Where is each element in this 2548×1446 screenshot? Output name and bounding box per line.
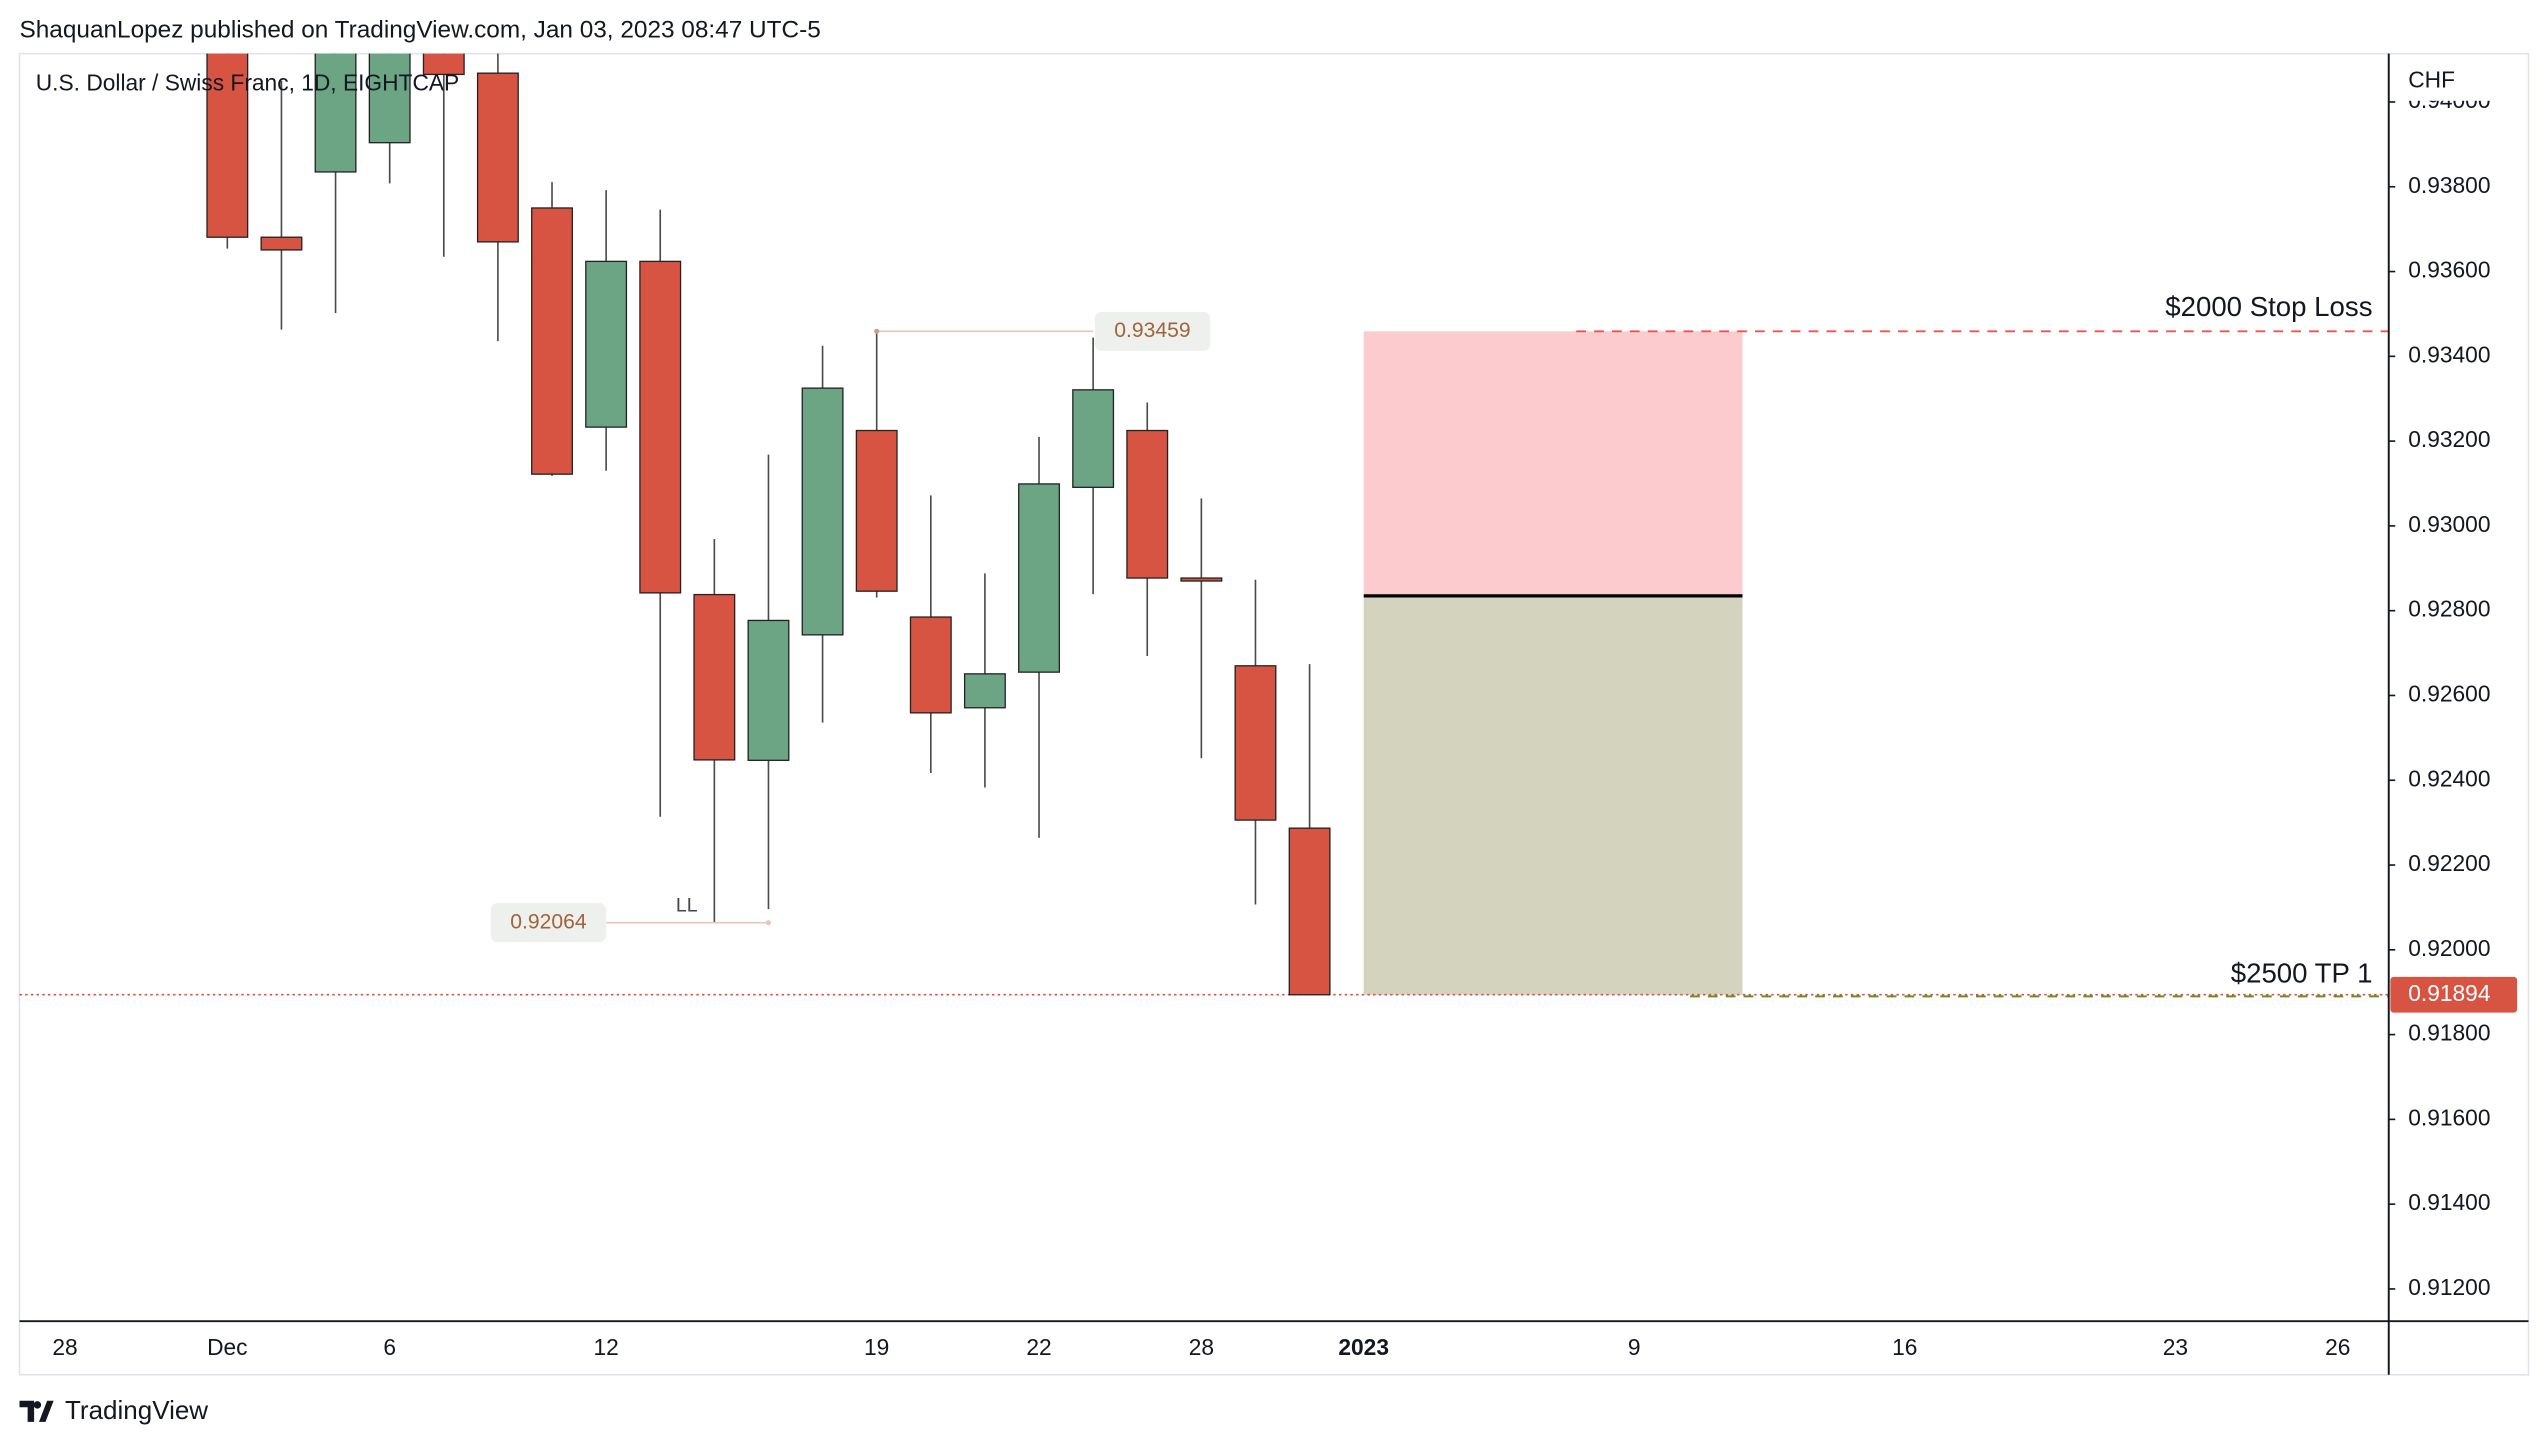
annotation-box — [1094, 311, 1211, 351]
publish-header: ShaquanLopez published on TradingView.co… — [20, 16, 821, 43]
x-tick-label: Dec — [207, 1334, 247, 1360]
last-price-badge — [2390, 976, 2518, 1013]
y-tick-label: 0.93600 — [2408, 257, 2490, 283]
candle-body — [314, 53, 357, 173]
y-tick-label: 0.92800 — [2408, 596, 2490, 622]
stop-zone — [1363, 331, 1743, 596]
y-tick-label: 0.92000 — [2408, 935, 2490, 961]
take-profit-label: $2500 TP 1 — [2231, 958, 2373, 989]
x-tick-label: 22 — [1026, 1334, 1051, 1360]
x-tick-label: 6 — [383, 1334, 396, 1360]
x-tick-label: 23 — [2163, 1334, 2188, 1360]
y-tick-label: 0.91600 — [2408, 1104, 2490, 1130]
candle-body — [747, 619, 790, 761]
symbol-legend: U.S. Dollar / Swiss Franc, 1D, EIGHTCAP — [36, 70, 460, 96]
y-tick-label: 0.92200 — [2408, 850, 2490, 876]
y-tick-label: 0.93000 — [2408, 511, 2490, 537]
tradingview-logo: TradingView — [19, 1395, 208, 1425]
annotation-price: 0.92064 — [510, 910, 587, 933]
candle-body — [1288, 827, 1331, 996]
annotation-box — [490, 903, 607, 943]
x-tick-label: 12 — [593, 1334, 618, 1360]
candle-body — [1126, 429, 1169, 579]
y-tick-label: 0.91800 — [2408, 1020, 2490, 1046]
candle-body — [639, 260, 682, 594]
candle-body — [368, 53, 411, 144]
candle-body — [260, 236, 303, 251]
y-tick-label: 0.91200 — [2408, 1274, 2490, 1300]
y-tick-label: 0.93400 — [2408, 341, 2490, 367]
candle-body — [855, 429, 898, 592]
candle-body — [693, 593, 736, 761]
x-tick-label: 28 — [52, 1334, 77, 1360]
plot-area: $2000 Stop Loss $2500 TP 1 0.93459 0.92064 L… — [19, 53, 2389, 998]
x-tick-label: 26 — [2325, 1334, 2350, 1360]
x-tick-label: 19 — [864, 1334, 889, 1360]
x-tick-label: 9 — [1628, 1334, 1641, 1360]
candle-body — [422, 53, 465, 76]
annotation-dot — [874, 328, 880, 334]
candle-body — [1018, 483, 1060, 673]
candle-body — [1234, 665, 1277, 821]
x-tick-label: 28 — [1189, 1334, 1214, 1360]
logo-dot — [33, 1401, 42, 1409]
y-tick-label: 0.93800 — [2408, 172, 2490, 198]
last-price-label: 0.91894 — [2408, 980, 2490, 1006]
candle-body — [476, 72, 519, 243]
target-zone — [1363, 595, 1743, 995]
candle-body — [531, 207, 573, 475]
candle-body — [909, 616, 952, 714]
x-tick-label: 2023 — [1338, 1334, 1389, 1360]
axis-label-bg — [2395, 61, 2509, 101]
annotation-dot — [765, 920, 772, 926]
y-tick-label: 0.92400 — [2408, 765, 2490, 791]
y-tick-label: 0.93200 — [2408, 426, 2490, 452]
chart-frame — [18, 52, 2530, 1376]
candle-body — [206, 53, 249, 238]
annotation-tag: LL — [676, 895, 698, 917]
candle-body — [585, 260, 628, 428]
candle-body — [1180, 577, 1223, 582]
logo-mark — [19, 1400, 54, 1422]
currency-label: CHF — [2408, 66, 2455, 92]
candle-body — [801, 387, 844, 636]
candle-body — [963, 673, 1006, 709]
y-tick-label: 0.91400 — [2408, 1189, 2490, 1215]
candle-body — [1072, 389, 1115, 488]
annotation-price: 0.93459 — [1114, 319, 1190, 342]
x-tick-label: 16 — [1892, 1334, 1917, 1360]
logo-text: TradingView — [65, 1395, 208, 1425]
y-tick-label: 0.92600 — [2408, 680, 2490, 706]
stop-loss-label: $2000 Stop Loss — [2165, 291, 2372, 322]
